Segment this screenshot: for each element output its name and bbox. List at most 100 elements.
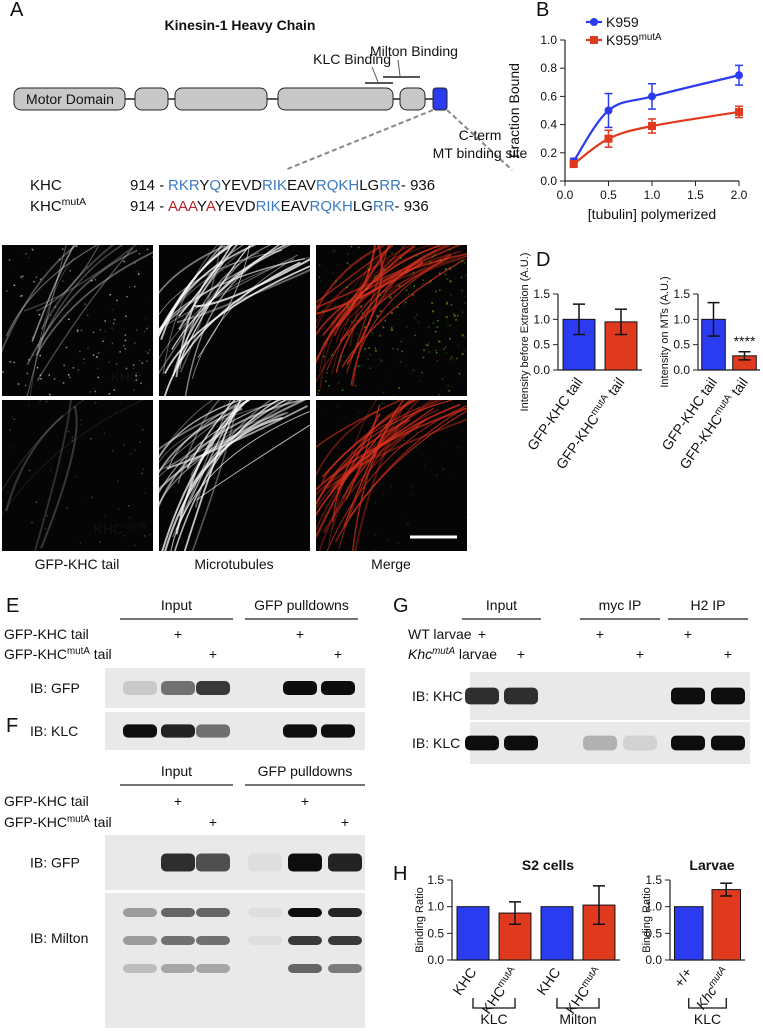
speckle: [28, 469, 31, 472]
speckle: [87, 347, 89, 350]
speckle: [20, 276, 22, 279]
speckle: [360, 305, 363, 308]
speckle: [367, 268, 370, 271]
speckle: [139, 374, 141, 377]
speckle: [340, 445, 342, 447]
filament: [174, 400, 280, 551]
band: [196, 724, 230, 738]
filament: [159, 400, 307, 492]
filament: [26, 245, 67, 396]
speckle: [450, 356, 453, 359]
y-tick-label: 1.5: [645, 873, 662, 887]
speckle: [334, 305, 337, 307]
speckle: [92, 331, 95, 334]
speckle: [434, 330, 437, 333]
speckle: [125, 367, 128, 370]
speckle: [133, 389, 135, 391]
speckle: [71, 436, 74, 439]
y-tick-label: 0.5: [533, 338, 550, 352]
speckle: [409, 284, 412, 287]
binding-label: KLC Binding: [313, 51, 391, 67]
legend-label: K959: [606, 14, 639, 30]
column-label: Microtubules: [194, 556, 273, 572]
speckle: [446, 320, 448, 322]
speckle: [135, 379, 138, 381]
speckle: [428, 351, 431, 354]
panel-label: E: [6, 595, 19, 617]
speckle: [103, 432, 106, 435]
speckle: [423, 349, 426, 352]
text-part: AAA: [168, 198, 198, 215]
filament: [2, 245, 79, 353]
speckle: [426, 344, 429, 347]
speckle: [119, 400, 121, 403]
speckle: [124, 334, 127, 336]
group-label: KLC: [480, 1011, 507, 1027]
blot-label: IB: Milton: [30, 930, 88, 946]
speckle: [445, 316, 448, 319]
speckle: [445, 267, 447, 270]
text-part: tail: [90, 646, 112, 662]
speckle: [67, 304, 70, 307]
speckle: [111, 327, 113, 330]
speckle: [421, 282, 424, 285]
speckle: [383, 391, 385, 394]
speckle: [368, 306, 370, 308]
speckle: [341, 276, 343, 279]
speckle: [403, 439, 405, 442]
speckle: [110, 268, 113, 270]
speckle: [368, 346, 371, 349]
speckle: [19, 295, 22, 297]
speckle: [422, 356, 425, 359]
point: [604, 106, 613, 115]
speckle: [134, 342, 136, 344]
speckle: [378, 320, 380, 322]
speckle: [449, 249, 451, 251]
filament: [37, 245, 124, 349]
speckle: [373, 549, 375, 551]
speckle: [316, 304, 318, 307]
filament: [316, 245, 416, 365]
speckle: [339, 360, 342, 362]
speckle: [421, 371, 423, 374]
speckle: [457, 344, 460, 347]
speckle: [323, 355, 325, 358]
band: [321, 681, 355, 695]
text-part: YEVD: [215, 198, 256, 215]
speckle: [350, 245, 353, 248]
filament: [175, 261, 223, 378]
speckle: [422, 279, 425, 282]
speckle: [77, 369, 80, 371]
speckle: [429, 280, 432, 283]
speckle: [428, 282, 431, 285]
speckle: [388, 266, 391, 268]
speckle: [438, 272, 441, 274]
speckle: [106, 380, 108, 382]
speckle: [449, 358, 452, 361]
speckle: [107, 348, 109, 350]
y-tick-label: 1.5: [427, 873, 444, 887]
speckle: [447, 325, 449, 327]
filament: [179, 245, 221, 373]
text-part: Y: [199, 177, 209, 194]
speckle: [374, 276, 376, 278]
bar: [456, 906, 490, 961]
speckle: [92, 260, 94, 262]
filament: [159, 400, 250, 450]
filament: [331, 245, 379, 375]
speckle: [125, 465, 127, 467]
speckle: [461, 289, 464, 292]
text-part: GFP-KHC: [4, 646, 67, 662]
speckle: [146, 327, 148, 330]
x-tick-label: KHCmutA: [562, 964, 606, 1017]
speckle: [466, 449, 467, 451]
speckle: [139, 359, 141, 362]
site-label: C-term: [459, 127, 502, 143]
speckle: [49, 393, 51, 396]
group-bracket: [556, 998, 600, 1009]
speckle: [62, 280, 64, 282]
speckle: [128, 286, 131, 288]
filament: [160, 245, 232, 340]
text-part: KHC: [110, 369, 140, 385]
filament: [159, 257, 306, 331]
